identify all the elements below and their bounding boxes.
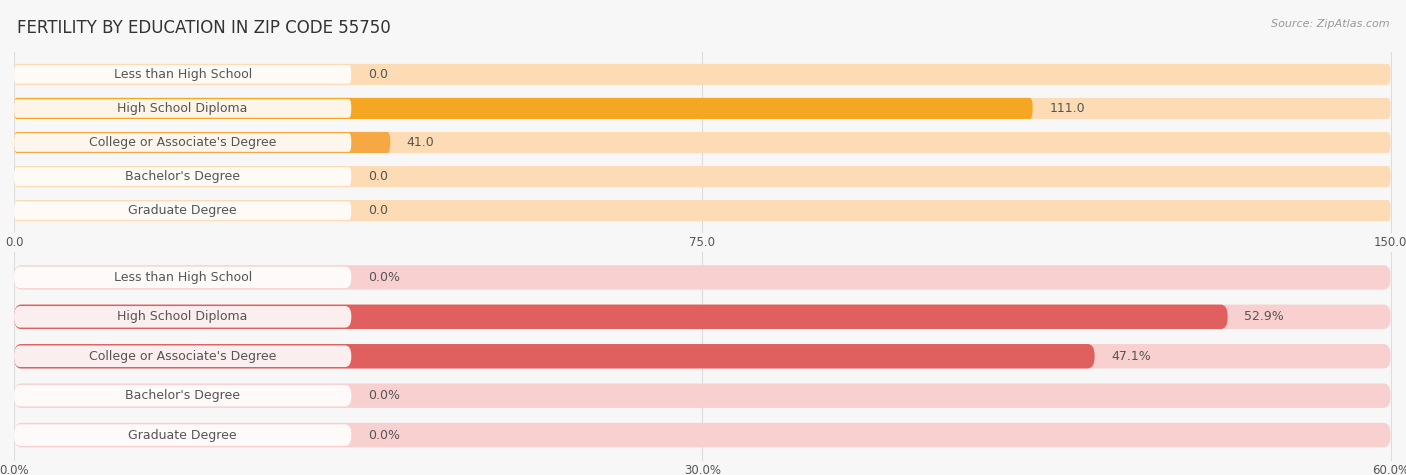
Text: 111.0: 111.0 <box>1049 102 1085 115</box>
FancyBboxPatch shape <box>14 424 352 446</box>
Text: FERTILITY BY EDUCATION IN ZIP CODE 55750: FERTILITY BY EDUCATION IN ZIP CODE 55750 <box>17 19 391 37</box>
Text: 0.0%: 0.0% <box>368 271 399 284</box>
Text: 0.0%: 0.0% <box>368 389 399 402</box>
FancyBboxPatch shape <box>14 304 1227 329</box>
Text: 41.0: 41.0 <box>406 136 434 149</box>
Text: High School Diploma: High School Diploma <box>118 102 247 115</box>
FancyBboxPatch shape <box>14 65 352 84</box>
FancyBboxPatch shape <box>14 265 1391 290</box>
Text: Less than High School: Less than High School <box>114 68 252 81</box>
Text: 0.0: 0.0 <box>368 68 388 81</box>
Text: Source: ZipAtlas.com: Source: ZipAtlas.com <box>1271 19 1389 29</box>
Text: 0.0: 0.0 <box>368 170 388 183</box>
Text: 52.9%: 52.9% <box>1244 310 1284 323</box>
Text: High School Diploma: High School Diploma <box>118 310 247 323</box>
FancyBboxPatch shape <box>14 344 1095 369</box>
FancyBboxPatch shape <box>14 306 352 328</box>
Text: 0.0: 0.0 <box>368 204 388 217</box>
FancyBboxPatch shape <box>14 345 352 367</box>
FancyBboxPatch shape <box>14 304 1391 329</box>
FancyBboxPatch shape <box>14 266 352 288</box>
FancyBboxPatch shape <box>14 98 1032 119</box>
FancyBboxPatch shape <box>14 385 352 407</box>
Text: College or Associate's Degree: College or Associate's Degree <box>89 350 277 363</box>
FancyBboxPatch shape <box>14 133 352 152</box>
Text: Graduate Degree: Graduate Degree <box>128 204 238 217</box>
FancyBboxPatch shape <box>14 98 1391 119</box>
Text: 47.1%: 47.1% <box>1111 350 1152 363</box>
FancyBboxPatch shape <box>14 132 391 153</box>
FancyBboxPatch shape <box>14 200 1391 221</box>
FancyBboxPatch shape <box>14 166 1391 187</box>
FancyBboxPatch shape <box>14 99 352 118</box>
FancyBboxPatch shape <box>14 167 352 186</box>
Text: Graduate Degree: Graduate Degree <box>128 428 238 442</box>
Text: College or Associate's Degree: College or Associate's Degree <box>89 136 277 149</box>
FancyBboxPatch shape <box>14 383 1391 408</box>
FancyBboxPatch shape <box>14 132 1391 153</box>
Text: Bachelor's Degree: Bachelor's Degree <box>125 170 240 183</box>
FancyBboxPatch shape <box>14 344 1391 369</box>
Text: Bachelor's Degree: Bachelor's Degree <box>125 389 240 402</box>
FancyBboxPatch shape <box>14 423 1391 447</box>
Text: Less than High School: Less than High School <box>114 271 252 284</box>
FancyBboxPatch shape <box>14 64 1391 85</box>
FancyBboxPatch shape <box>14 201 352 220</box>
Text: 0.0%: 0.0% <box>368 428 399 442</box>
